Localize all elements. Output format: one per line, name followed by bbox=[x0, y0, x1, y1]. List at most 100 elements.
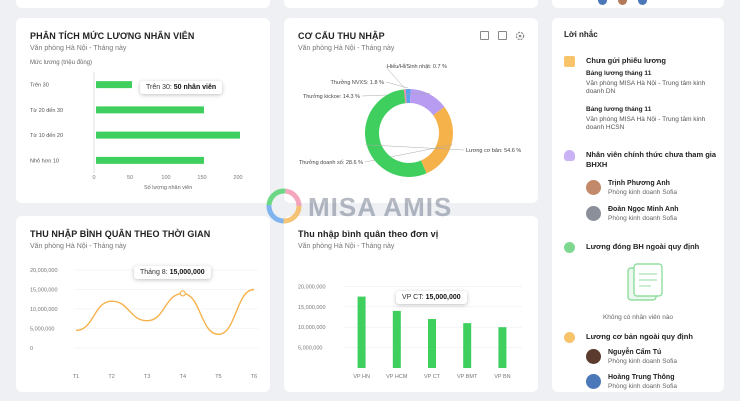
slice-leader-line bbox=[385, 81, 409, 89]
unit-label: Mức lương (triệu đồng) bbox=[30, 60, 92, 66]
donut-slice bbox=[410, 89, 445, 116]
income-line bbox=[75, 288, 255, 336]
person-name[interactable]: Nguyễn Cẩm Tú bbox=[608, 349, 662, 356]
person-name[interactable]: Trịnh Phương Anh bbox=[608, 180, 670, 187]
card-title: THU NHẬP BÌNH QUÂN THEO THỜI GIAN bbox=[30, 229, 211, 239]
x-tick-label: T2 bbox=[108, 374, 114, 380]
misa-logo-icon bbox=[266, 188, 302, 224]
category-label: Từ 10 đến 20 bbox=[30, 133, 63, 139]
x-tick-label: VP HCM bbox=[386, 374, 408, 380]
salary-analysis-card: PHÂN TÍCH MỨC LƯƠNG NHÂN VIÊN Văn phòng … bbox=[16, 18, 270, 203]
salary-bar bbox=[96, 131, 240, 139]
payslip-detail: Văn phòng MISA Hà Nội - Trung tâm kinh d… bbox=[586, 80, 706, 95]
y-tick-label: 0 bbox=[30, 346, 33, 352]
slice-label: Thưởng NVXS: 1.8 % bbox=[331, 79, 385, 86]
reminder-heading: Nhân viên chính thức chưa tham gia BHXH bbox=[586, 150, 717, 169]
x-tick-label: 200 bbox=[233, 175, 242, 181]
slice-label: Thưởng doanh số: 28.6 % bbox=[299, 159, 363, 166]
card-title: PHÂN TÍCH MỨC LƯƠNG NHÂN VIÊN bbox=[30, 31, 195, 41]
avatar bbox=[586, 206, 601, 221]
y-tick-label: 15,000,000 bbox=[298, 305, 326, 311]
y-tick-label: 10,000,000 bbox=[30, 307, 58, 313]
insurance-icon bbox=[564, 242, 575, 253]
empty-state-icon bbox=[627, 263, 663, 301]
card-top-edge bbox=[552, 0, 724, 8]
unit-bar bbox=[463, 323, 472, 368]
y-tick-label: 5,000,000 bbox=[30, 327, 54, 333]
donut-slice bbox=[405, 88, 411, 104]
payslip-name[interactable]: Bảng lương tháng 11 bbox=[586, 106, 652, 113]
slice-label: Lương cơ bản: 54.6 % bbox=[466, 148, 521, 154]
avatar bbox=[598, 0, 607, 5]
unit-bar bbox=[357, 296, 366, 368]
card-top-edge bbox=[16, 0, 270, 8]
chart-tooltip: Tháng 8: 15,000,000 bbox=[134, 266, 211, 279]
unit-bar bbox=[428, 319, 436, 368]
x-tick-label: VP CT bbox=[424, 374, 441, 380]
salary-bar bbox=[96, 81, 132, 89]
person-name[interactable]: Đoàn Ngọc Minh Anh bbox=[608, 206, 679, 213]
chart-tooltip: Trên 30: 50 nhân viên bbox=[140, 81, 223, 94]
slice-label: Thưởng kickoe: 14.3 % bbox=[303, 93, 360, 100]
card-subtitle: Văn phòng Hà Nội - Tháng này bbox=[30, 45, 127, 52]
donut-slice bbox=[420, 106, 453, 174]
x-tick-label: T1 bbox=[73, 374, 79, 380]
y-tick-label: 15,000,000 bbox=[30, 288, 58, 294]
person-dept: Phòng kinh doanh Sofia bbox=[608, 383, 678, 390]
person-dept: Phòng kinh doanh Sofia bbox=[608, 215, 678, 222]
avg-income-time-card: THU NHẬP BÌNH QUÂN THEO THỜI GIAN Văn ph… bbox=[16, 216, 270, 392]
reminders-panel: Lời nhắc Chưa gửi phiếu lương Bảng lương… bbox=[552, 18, 724, 392]
payslip-detail: Văn phòng MISA Hà Nội - Trung tâm kinh d… bbox=[586, 116, 706, 131]
reminder-heading: Lương cơ bản ngoài quy định bbox=[586, 332, 693, 341]
person-dept: Phòng kinh doanh Sofia bbox=[608, 189, 678, 196]
salary-bar bbox=[96, 156, 204, 164]
export-icon[interactable] bbox=[498, 31, 507, 40]
y-tick-label: 20,000,000 bbox=[30, 268, 58, 274]
x-tick-label: VP BMT bbox=[457, 374, 478, 380]
empty-state-text: Không có nhân viên nào bbox=[602, 314, 674, 321]
x-tick-label: T5 bbox=[215, 374, 221, 380]
payslip-name[interactable]: Bảng lương tháng 11 bbox=[586, 70, 652, 77]
card-title: CƠ CẤU THU NHẬP bbox=[298, 31, 385, 41]
x-tick-label: VP HN bbox=[353, 374, 370, 380]
y-tick-label: 10,000,000 bbox=[298, 325, 326, 331]
card-title: Thu nhập bình quân theo đơn vị bbox=[298, 229, 439, 239]
settings-icon[interactable] bbox=[515, 31, 525, 41]
x-tick-label: 50 bbox=[127, 175, 133, 181]
coin-icon bbox=[564, 332, 575, 343]
watermark: MISA AMIS bbox=[266, 188, 456, 224]
card-subtitle: Văn phòng Hà Nội - Tháng này bbox=[30, 243, 127, 250]
reminder-heading: Lương đóng BH ngoài quy định bbox=[586, 242, 700, 251]
avatar bbox=[618, 0, 627, 5]
income-donut-chart: Hiếu/Hỉ/Sinh nhật: 0.7 % Thưởng NVXS: 1.8… bbox=[299, 63, 521, 177]
highlight-point bbox=[179, 290, 186, 297]
category-label: Trên 30 bbox=[30, 83, 49, 89]
person-name[interactable]: Hoàng Trung Thông bbox=[608, 374, 675, 381]
unit-bar bbox=[498, 327, 507, 368]
avatar bbox=[586, 374, 601, 389]
x-tick-label: T4 bbox=[180, 374, 186, 380]
person-dept: Phòng kinh doanh Sofia bbox=[608, 358, 678, 365]
x-tick-label: VP BN bbox=[494, 374, 510, 380]
avatar bbox=[638, 0, 647, 5]
shield-icon bbox=[564, 150, 575, 161]
card-top-edge bbox=[284, 0, 538, 8]
y-tick-label: 20,000,000 bbox=[298, 284, 326, 290]
chart-tooltip: VP CT: 15,000,000 bbox=[396, 291, 467, 304]
watermark-text: MISA AMIS bbox=[308, 192, 453, 222]
salary-bar-chart: 0 50 100 150 200 Trên 30 Từ 20 đến 30 Từ 10 đến… bbox=[30, 72, 243, 181]
avg-income-bar-chart: 20,000,000 15,000,000 10,000,000 5,000,000 V… bbox=[298, 284, 522, 380]
avg-income-unit-card: Thu nhập bình quân theo đơn vị Văn phòng… bbox=[284, 216, 538, 392]
donut-slice bbox=[365, 89, 427, 177]
x-axis-label: Số lượng nhân viên bbox=[144, 185, 193, 191]
slice-label: Hiếu/Hỉ/Sinh nhật: 0.7 % bbox=[387, 63, 447, 70]
reminders-title: Lời nhắc bbox=[564, 30, 598, 39]
avg-income-line-chart: 20,000,000 15,000,000 10,000,000 5,000,000 0… bbox=[30, 268, 258, 380]
x-tick-label: T6 bbox=[251, 374, 257, 380]
unit-bar bbox=[392, 310, 401, 368]
x-tick-label: T3 bbox=[144, 374, 150, 380]
expand-icon[interactable] bbox=[480, 31, 489, 40]
category-label: Từ 20 đến 30 bbox=[30, 108, 63, 114]
x-tick-label: 0 bbox=[92, 175, 95, 181]
salary-bar bbox=[96, 106, 204, 114]
